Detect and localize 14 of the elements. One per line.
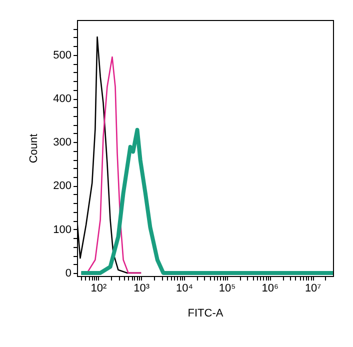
x-tick-label: 10⁶ <box>262 282 279 294</box>
x-tick-label: 10⁴ <box>176 282 194 294</box>
y-tick-label: 300 <box>53 136 72 149</box>
y-tick-label: 100 <box>53 224 72 236</box>
y-tick-label: 0 <box>65 267 72 280</box>
y-tick-label: 500 <box>53 49 72 62</box>
x-tick-label: 10⁷ <box>304 282 322 294</box>
x-tick-label: 10² <box>90 282 107 294</box>
y-axis-title: Count <box>28 134 40 164</box>
x-tick-label: 10³ <box>134 282 150 294</box>
y-tick-label: 400 <box>53 93 72 105</box>
x-axis-title: FITC-A <box>188 308 224 320</box>
y-tick-label: 200 <box>53 180 72 192</box>
x-tick-label: 10⁵ <box>218 282 236 294</box>
